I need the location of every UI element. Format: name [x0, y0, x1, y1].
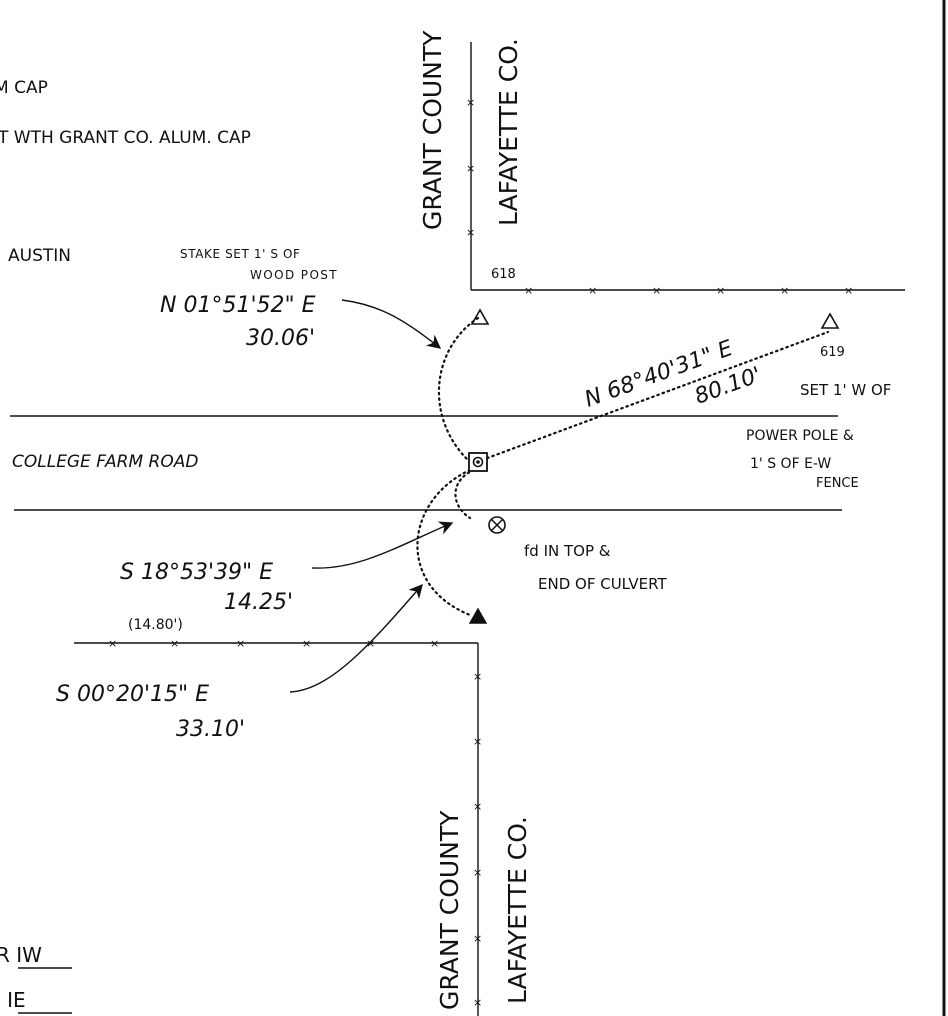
culvert-bearing: S 18°53'39" E — [120, 560, 273, 585]
north-tie-arc — [438, 316, 480, 464]
north-bearing: N 01°51'52" E — [160, 293, 316, 318]
north-distance: 30.06' — [246, 326, 315, 351]
svg-text:×: × — [588, 284, 597, 297]
legend-line-3: AUSTIN — [8, 246, 71, 266]
tie-lines — [416, 316, 830, 617]
svg-text:×: × — [430, 637, 439, 650]
north-fence-marks: × × × × × × × × × — [466, 96, 853, 297]
set-note-line-3: 1' S OF E-W — [750, 456, 831, 472]
svg-text:×: × — [473, 735, 482, 748]
svg-text:×: × — [302, 637, 311, 650]
svg-text:×: × — [473, 996, 482, 1009]
svg-text:×: × — [466, 96, 475, 109]
svg-text:×: × — [716, 284, 725, 297]
svg-text:×: × — [170, 637, 179, 650]
svg-text:×: × — [844, 284, 853, 297]
range-east: : IE — [0, 988, 26, 1012]
svg-text:×: × — [473, 670, 482, 683]
south-bearing: S 00°20'15" E — [56, 682, 209, 707]
north-county-line — [470, 42, 905, 291]
south-distance: 33.10' — [176, 717, 245, 742]
svg-text:×: × — [524, 284, 533, 297]
south-leader — [289, 583, 423, 693]
svg-text:×: × — [780, 284, 789, 297]
road-name: COLLEGE FARM ROAD — [12, 452, 198, 472]
culvert-distance: 14.25' — [224, 590, 293, 615]
culvert-monument — [488, 516, 506, 534]
set-note-line-1: SET 1' W OF — [800, 381, 891, 399]
culvert-tie-arc — [454, 468, 476, 520]
fence-measure: (14.80') — [128, 617, 183, 633]
county-east-bottom: LAFAYETTE CO. — [503, 816, 532, 1004]
corner-619: 619 — [820, 345, 845, 360]
legend-line-1: M CAP — [0, 78, 48, 98]
leader-arrows — [289, 299, 454, 693]
south-fence-marks: × × × × × × × × × × × × — [108, 637, 482, 1009]
svg-text:×: × — [473, 866, 482, 879]
svg-text:×: × — [466, 226, 475, 239]
svg-text:×: × — [473, 932, 482, 945]
monument-619-triangle — [820, 312, 840, 329]
found-note-line-2: END OF CULVERT — [538, 575, 667, 593]
legend-line-2: T WTH GRANT CO. ALUM. CAP — [0, 128, 251, 148]
svg-text:×: × — [466, 162, 475, 175]
county-west-top: GRANT COUNTY — [418, 30, 447, 230]
svg-text:×: × — [108, 637, 117, 650]
culvert-leader — [311, 521, 454, 569]
monument-south-triangle — [468, 607, 488, 624]
stake-note-line-1: STAKE SET 1' S OF — [180, 247, 301, 261]
range-west: R IW — [0, 943, 42, 967]
svg-text:×: × — [366, 637, 375, 650]
north-leader — [341, 299, 442, 349]
found-note-line-1: fd IN TOP & — [524, 542, 611, 560]
county-east-top: LAFAYETTE CO. — [494, 38, 523, 226]
county-west-bottom: GRANT COUNTY — [435, 810, 464, 1010]
monuments — [468, 308, 840, 624]
corner-618: 618 — [491, 267, 516, 282]
south-tie-arc — [416, 468, 472, 617]
svg-text:×: × — [473, 800, 482, 813]
set-note-line-4: FENCE — [816, 476, 859, 491]
monument-north-triangle — [470, 308, 490, 325]
south-county-line — [74, 642, 479, 1016]
svg-text:×: × — [652, 284, 661, 297]
stake-note-line-2: WOOD POST — [250, 268, 338, 282]
east-tie-line — [480, 330, 830, 462]
set-note-line-2: POWER POLE & — [746, 428, 854, 444]
svg-text:×: × — [236, 637, 245, 650]
